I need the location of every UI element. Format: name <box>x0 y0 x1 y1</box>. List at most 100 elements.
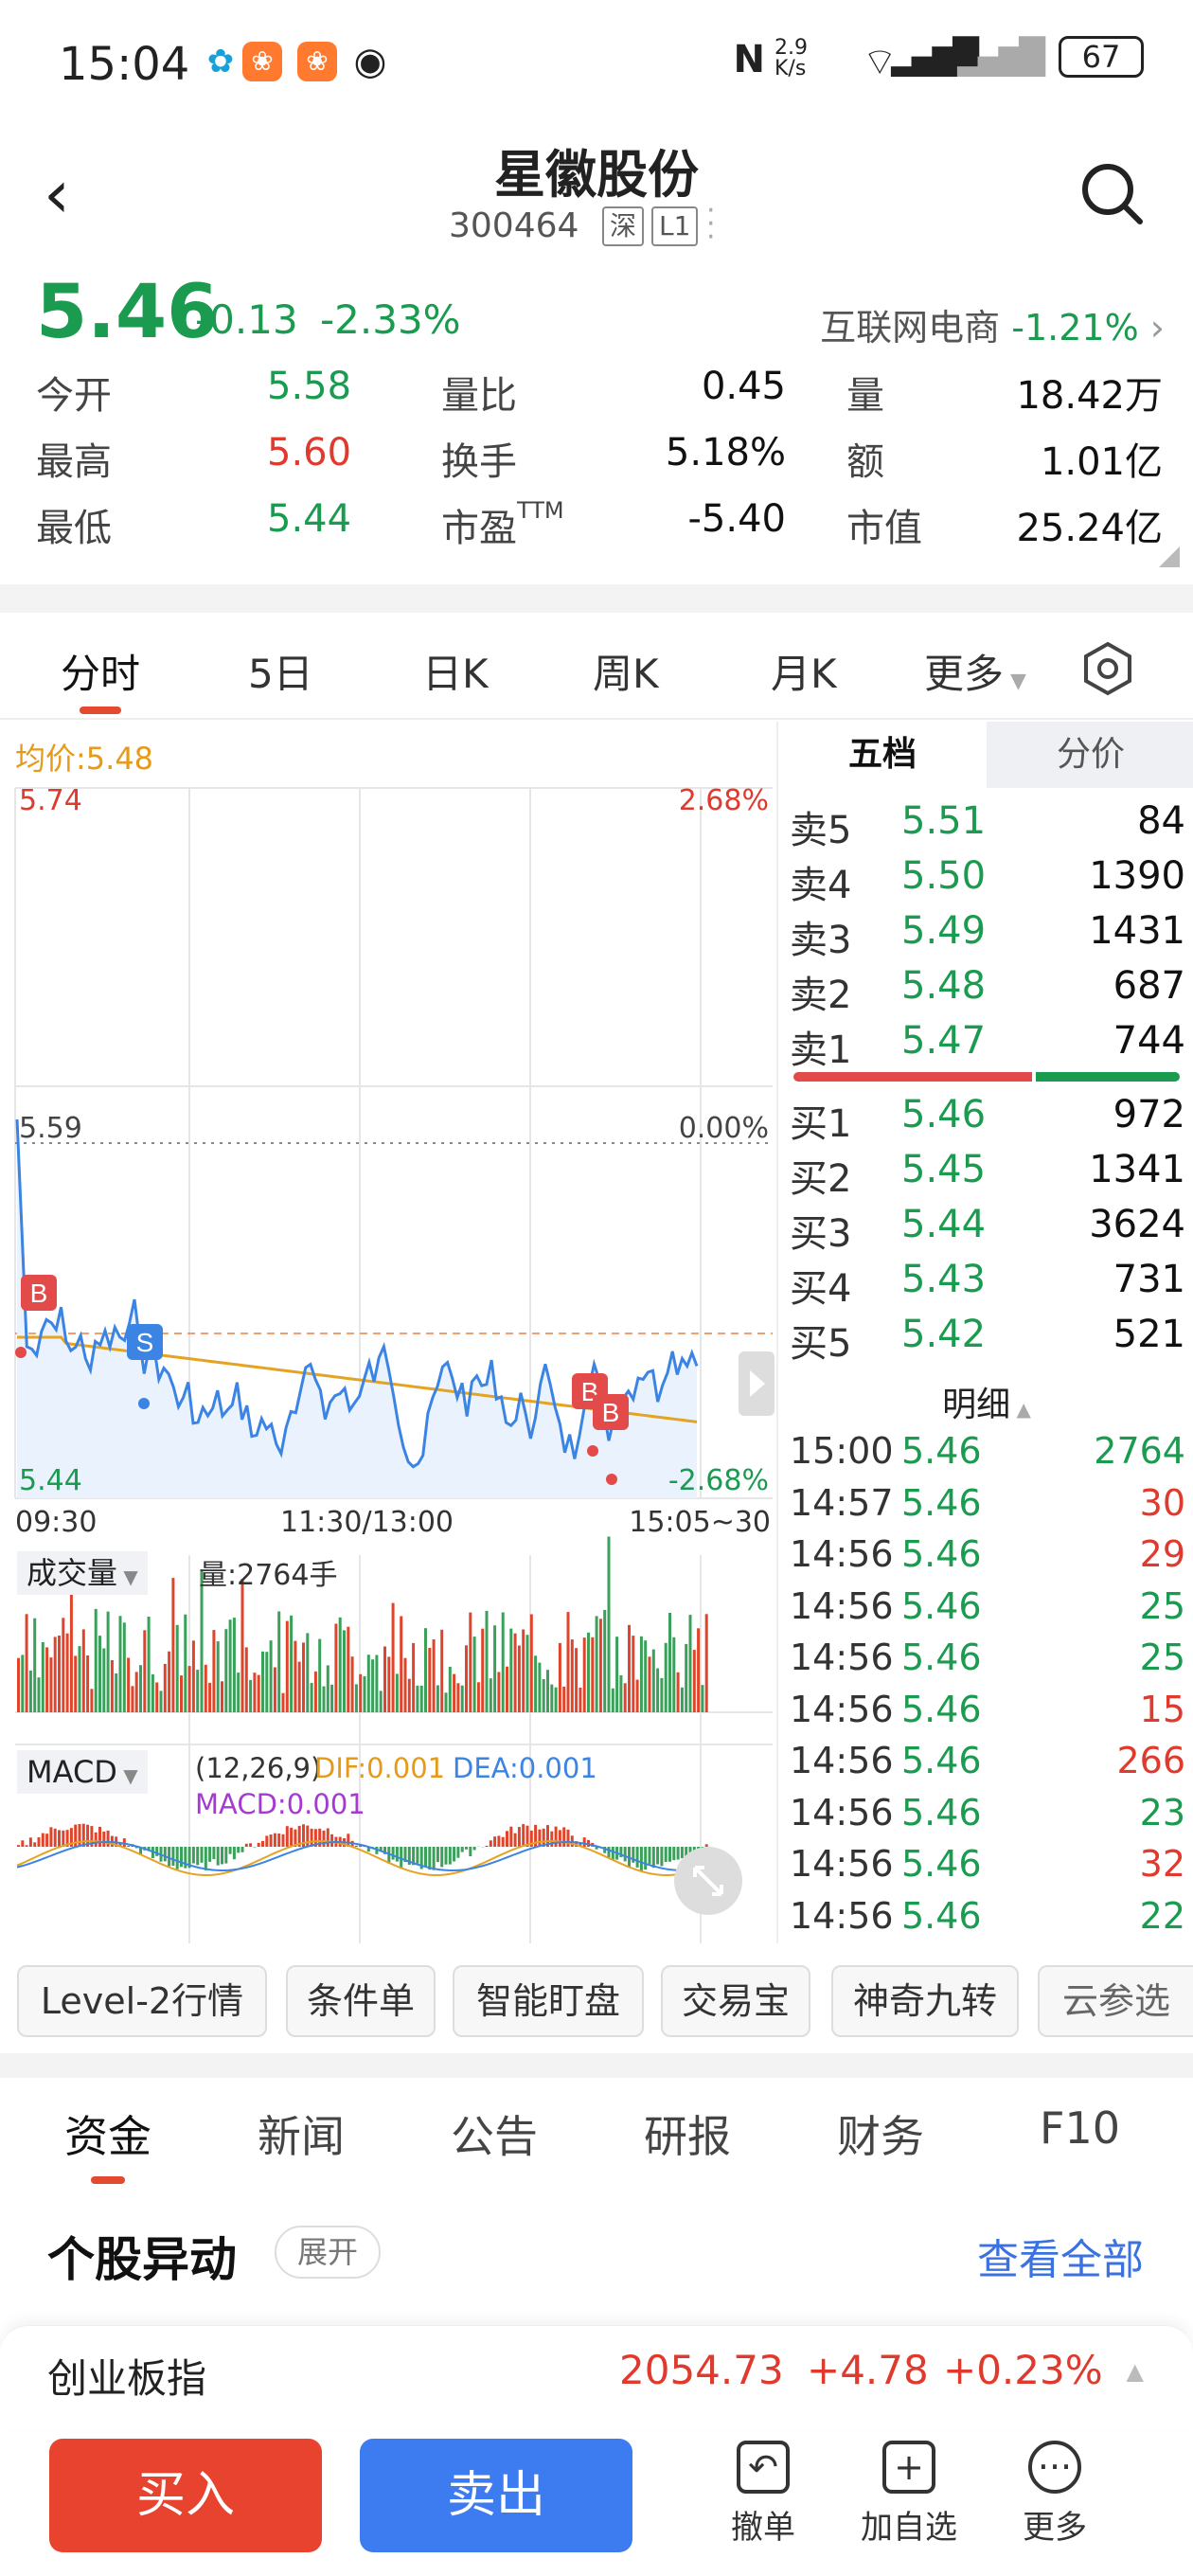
volume-bar <box>660 1677 664 1712</box>
level-label: 买5 <box>790 1322 852 1366</box>
sell-button[interactable]: 卖出 <box>360 2439 632 2552</box>
tool-yun-select[interactable]: 云参选 <box>1038 1965 1193 2037</box>
sector-link[interactable]: 互联网电商 -1.21% › <box>820 298 1165 350</box>
volume-bar <box>180 1675 183 1712</box>
svg-text:B: B <box>602 1398 620 1427</box>
volume-bar <box>387 1656 391 1712</box>
current-price: 5.46 <box>36 270 219 355</box>
quote-label: 换手 <box>441 440 517 484</box>
signal-icon: ▂▄▆█ <box>957 38 1045 77</box>
tool-magic-nine[interactable]: 神奇九转 <box>831 1965 1019 2037</box>
macd-bar <box>387 1847 391 1864</box>
macd-bar <box>297 1825 301 1847</box>
dea-line <box>16 1840 705 1872</box>
bid-row[interactable]: 买3 5.44 3624 <box>790 1203 1185 1258</box>
ask-row[interactable]: 卖4 5.50 1390 <box>790 854 1185 909</box>
bid-row[interactable]: 买5 5.42 521 <box>790 1313 1185 1368</box>
tab-weekly-k[interactable]: 周K <box>593 651 659 697</box>
intraday-chart[interactable]: B S B B 均价:5.48 5.74 2.68% 5.59 0.00% 5.… <box>0 722 775 1943</box>
tool-conditional-order[interactable]: 条件单 <box>286 1965 436 2037</box>
volume-bar <box>371 1659 375 1712</box>
tab-more[interactable]: 更多 ▼ <box>924 642 1026 700</box>
tick-volume: 30 <box>1139 1481 1185 1524</box>
button-label: 撤单 <box>731 2509 795 2547</box>
volume-bar <box>159 1690 163 1712</box>
tab-f10[interactable]: F10 <box>1040 2102 1120 2154</box>
tab-five-levels[interactable]: 五档 <box>847 735 917 774</box>
expand-button[interactable]: 展开 <box>275 2226 382 2279</box>
volume-bar <box>395 1673 399 1712</box>
detail-header[interactable]: 明细 ▲ <box>778 1377 1193 1426</box>
macd-bar <box>579 1842 582 1847</box>
volume-bar <box>350 1656 354 1712</box>
tab-finance[interactable]: 财务 <box>837 2111 924 2162</box>
tool-smart-monitor[interactable]: 智能盯盘 <box>453 1965 644 2037</box>
level-volume: 687 <box>1113 964 1185 1008</box>
add-watchlist-button[interactable]: + 加自选 <box>852 2441 966 2548</box>
buy-button[interactable]: 买入 <box>49 2439 322 2552</box>
bid-row[interactable]: 买1 5.46 972 <box>790 1093 1185 1148</box>
tick-price: 5.46 <box>901 1533 982 1575</box>
macd-bar <box>525 1825 529 1847</box>
tool-level2[interactable]: Level-2行情 <box>17 1965 267 2037</box>
volume-bar <box>204 1664 207 1712</box>
back-icon[interactable]: ‹ <box>44 155 70 233</box>
macd-bar <box>509 1826 513 1847</box>
tick-volume: 2764 <box>1094 1430 1185 1472</box>
index-change: +4.78 <box>807 2347 929 2393</box>
volume-bar <box>460 1685 464 1712</box>
macd-bar <box>424 1847 427 1868</box>
volume-bar <box>366 1655 370 1712</box>
tab-research[interactable]: 研报 <box>644 2111 731 2162</box>
volume-bar <box>69 1581 73 1712</box>
cancel-order-button[interactable]: ↶ 撤单 <box>706 2441 820 2548</box>
tab-price-distribution[interactable]: 分价 <box>987 722 1193 788</box>
volume-bar <box>582 1637 586 1712</box>
caret-up-icon[interactable]: ▲ <box>1126 2358 1144 2385</box>
ask-row[interactable]: 卖2 5.48 687 <box>790 964 1185 1019</box>
tab-intraday[interactable]: 分时 <box>61 642 140 714</box>
tab-news[interactable]: 新闻 <box>258 2111 345 2162</box>
macd-bar <box>58 1830 61 1847</box>
tick-row: 14:56 5.46 15 <box>790 1689 1185 1740</box>
more-button[interactable]: ··· 更多 <box>998 2441 1112 2548</box>
signal-icon: ▂▄▆█ <box>891 38 979 77</box>
index-ticker[interactable]: 创业板指 2054.73 +4.78 +0.23% ▲ <box>0 2325 1193 2429</box>
search-icon[interactable] <box>1079 161 1146 227</box>
ask-row[interactable]: 卖1 5.47 744 <box>790 1019 1185 1074</box>
tab-capital[interactable]: 资金 <box>64 2102 151 2184</box>
tab-5day[interactable]: 5日 <box>248 651 313 697</box>
bid-row[interactable]: 买2 5.45 1341 <box>790 1148 1185 1203</box>
macd-indicator-select[interactable]: MACD ▼ <box>17 1750 148 1794</box>
tool-jiaoyibao[interactable]: 交易宝 <box>661 1965 810 2037</box>
ask-row[interactable]: 卖5 5.51 84 <box>790 799 1185 854</box>
volume-indicator-select[interactable]: 成交量 ▼ <box>17 1551 148 1595</box>
macd-bar <box>391 1847 395 1860</box>
tab-monthly-k[interactable]: 月K <box>771 651 837 697</box>
tab-announcements[interactable]: 公告 <box>451 2111 538 2162</box>
level-price: 5.49 <box>901 909 987 953</box>
trade-marker-b[interactable]: B <box>593 1394 629 1430</box>
trade-marker-s[interactable]: S <box>127 1324 163 1360</box>
macd-bar <box>139 1847 142 1855</box>
tick-price: 5.46 <box>901 1430 982 1472</box>
view-all-link[interactable]: 查看全部 <box>977 2236 1144 2284</box>
volume-bar <box>448 1666 452 1712</box>
ask-ratio-fill <box>793 1072 1032 1082</box>
settings-hexagon-icon[interactable] <box>1079 640 1136 697</box>
macd-bar <box>86 1824 90 1847</box>
volume-bar <box>440 1629 444 1712</box>
volume-bar <box>49 1657 53 1712</box>
bid-row[interactable]: 买4 5.43 731 <box>790 1258 1185 1313</box>
more-dots-icon[interactable]: · · · <box>706 194 716 254</box>
tick-row: 14:56 5.46 29 <box>790 1533 1185 1584</box>
index-name: 创业板指 <box>47 2355 207 2402</box>
tick-price: 5.46 <box>901 1637 982 1678</box>
ask-row[interactable]: 卖3 5.49 1431 <box>790 909 1185 964</box>
macd-bar <box>147 1847 151 1852</box>
volume-bar <box>566 1612 570 1712</box>
tab-daily-k[interactable]: 日K <box>422 651 489 697</box>
volume-bar <box>644 1640 648 1712</box>
amount-value: 1.01亿 <box>1040 440 1163 484</box>
trade-marker-b[interactable]: B <box>21 1275 57 1311</box>
